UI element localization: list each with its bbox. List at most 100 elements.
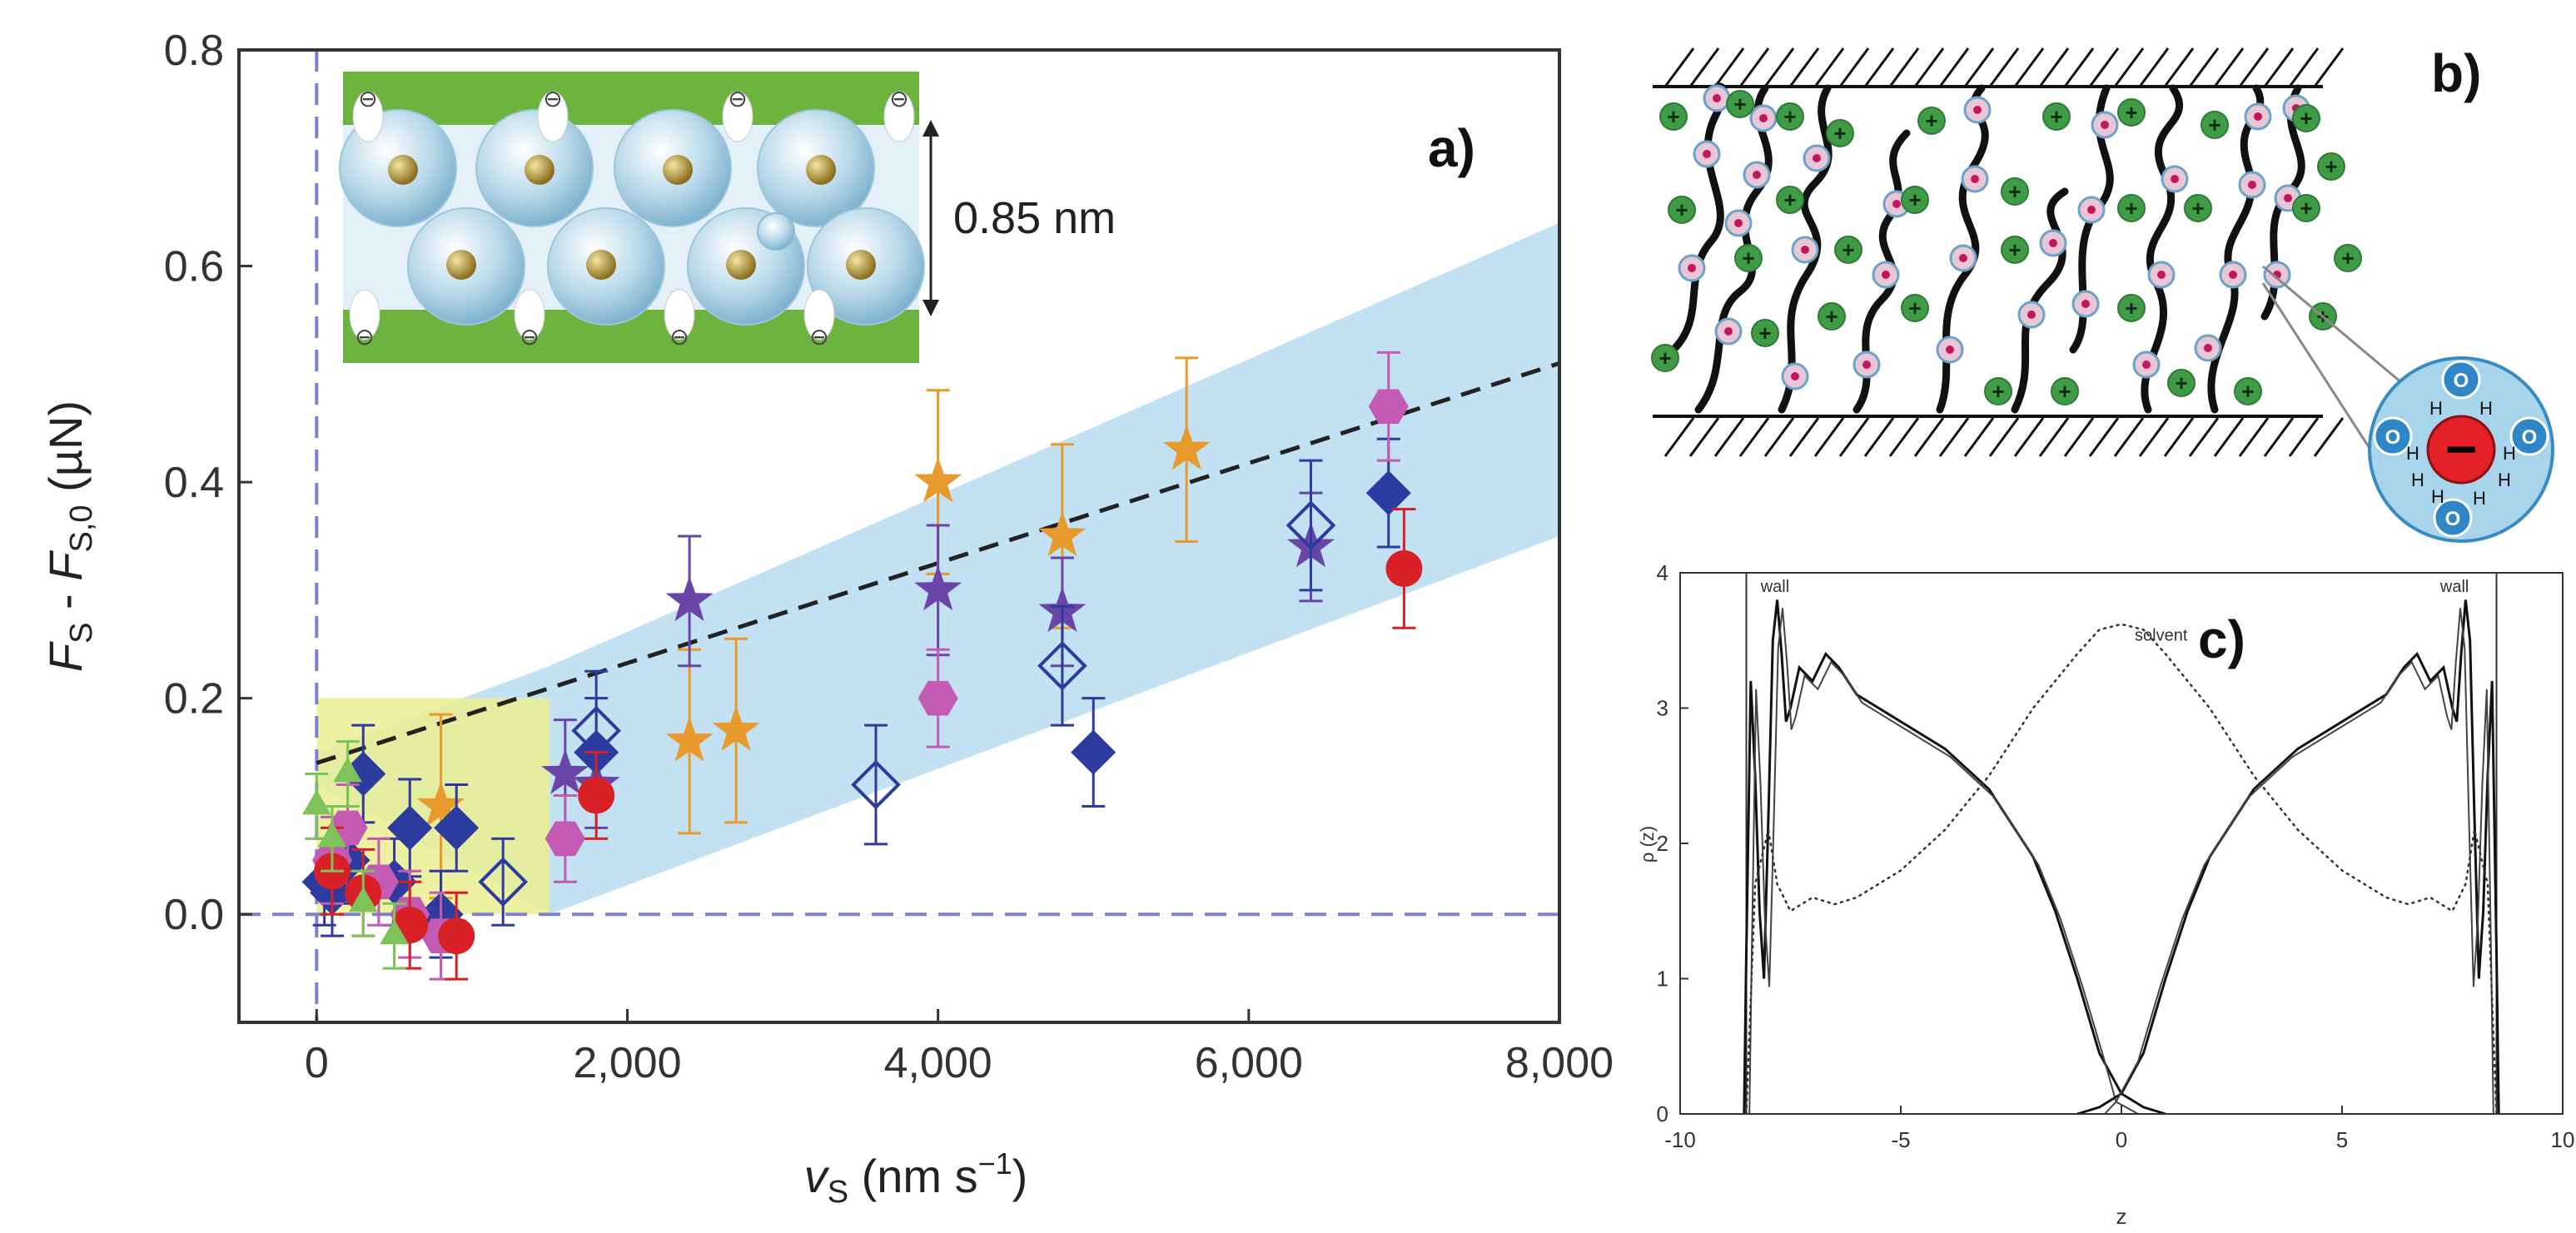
marker-green-triangles-0 — [302, 789, 331, 815]
chain-bead-core-8 — [1801, 246, 1809, 254]
panel-a-label: a) — [1428, 118, 1475, 178]
panel-c-axis-ticks: -10 -5 0 5 10 0 1 2 3 4 — [1657, 560, 2575, 1152]
hatch-bottom — [2263, 417, 2295, 457]
panel-a-x-tick-label-1: 2,000 — [573, 1039, 681, 1087]
panel-b-label: b) — [2431, 43, 2481, 103]
cation-symbol-16: + — [2300, 196, 2312, 221]
marker-navy-open-diamonds-0 — [478, 857, 529, 907]
inset-confinement-diagram: ⊖ ⊖ ⊖ ⊖ ⊖ ⊖ ⊖ ⊖ 0.85 nm — [339, 72, 1116, 363]
cation-symbol-5: + — [2050, 104, 2062, 129]
hatch-top — [1863, 47, 1895, 87]
panel-a-x-tick-label-3: 6,000 — [1195, 1039, 1303, 1087]
inset-cation-core-bottom-3 — [846, 250, 876, 280]
chain-bead-core-22 — [2142, 360, 2151, 369]
chain-bead-core-9 — [1813, 154, 1821, 162]
panel-a-x-tick-label-4: 8,000 — [1505, 1039, 1614, 1087]
panel-a-y-axis-title: FS - FS,0 (µN) — [39, 400, 99, 672]
hatch-bottom — [1738, 417, 1770, 457]
panel-a-y-tick-label-2: 0.4 — [164, 459, 224, 507]
zoom-water-oxygen-3 — [2433, 498, 2473, 538]
inset-top-charge-site-2 — [722, 91, 753, 142]
ylabel-var-2: F — [39, 550, 92, 581]
cation-symbol-20: + — [1825, 304, 1838, 329]
chain-bead-core-27 — [2248, 181, 2256, 189]
zoom-anion-core — [2426, 415, 2496, 485]
panel-c-line-right-ions — [2076, 599, 2500, 1116]
cation-symbol-30: + — [2325, 154, 2337, 179]
zoom-water-hydrogen-6: H — [2431, 486, 2444, 507]
chain-bead-core-19 — [2081, 300, 2090, 308]
hatch-top — [1838, 47, 1870, 87]
panel-c-chart: wall wall solvent -10 -5 0 5 10 0 1 2 3 4 z ρ (z) c… — [1637, 560, 2574, 1229]
chain-bead-core-20 — [2087, 206, 2096, 214]
hatch-bottom — [1788, 417, 1820, 457]
hatch-top — [1913, 47, 1945, 87]
inset-top-anion-symbol-2: ⊖ — [728, 86, 747, 112]
panel-b-zoom-line-top — [2262, 265, 2403, 385]
marker-purple-stars-0 — [541, 748, 589, 794]
hatch-top — [2138, 47, 2170, 87]
chain-bead-core-16 — [1973, 106, 1982, 114]
chain-bead-core-5 — [1753, 171, 1761, 179]
cation-11 — [1834, 236, 1862, 264]
inset-gap-arrowhead-top — [922, 120, 939, 137]
hatch-top — [2013, 47, 2045, 87]
hatch-top — [2163, 47, 2195, 87]
inset-bottom-anion-symbol-3: ⊖ — [809, 324, 828, 350]
panel-c-x-axis-title: z — [2116, 1204, 2127, 1229]
hatch-bottom — [2238, 417, 2270, 457]
ylabel-mid: - — [39, 581, 92, 623]
chain-bead-core-7 — [1791, 372, 1799, 380]
zoom-water-oxygen-label-0: O — [2454, 370, 2469, 392]
marker-orange-stars-5 — [1162, 425, 1211, 470]
chain-bead-core-2 — [1713, 94, 1721, 102]
panel-a-data-points — [301, 351, 1423, 981]
cation-symbol-23: + — [2058, 379, 2071, 404]
panel-a-chart: 0 2,000 4,000 6,000 8,000 0.0 0.2 0.4 0.6 0.8 FS … — [39, 27, 1614, 1210]
zoom-water-hydrogen-3: H — [2411, 470, 2424, 490]
chain-bead-core-21 — [2101, 121, 2109, 129]
marker-navy-open-diamonds-2 — [851, 759, 901, 810]
inset-bottom-charge-site-3 — [803, 289, 835, 341]
hatch-bottom — [1963, 417, 1995, 457]
panel-c-annotation-1: wall — [2439, 578, 2469, 596]
panel-b-wall-hatching — [1663, 47, 2345, 457]
cation-symbol-3: + — [1833, 121, 1846, 146]
cation-19 — [1751, 319, 1779, 347]
cation-25 — [2167, 369, 2196, 397]
cation-symbol-2: + — [1783, 104, 1796, 129]
panel-c-y-tick-label-4: 4 — [1657, 560, 1668, 585]
panel-c-line-solvent — [1745, 623, 2498, 1116]
hatch-top — [1663, 47, 1695, 87]
panel-c-x-tick-label-3: 5 — [2336, 1127, 2348, 1152]
panel-a-axis-ticks: 0 2,000 4,000 6,000 8,000 0.0 0.2 0.4 0.6 0.8 — [164, 27, 1614, 1087]
chain-bead-core-11 — [1882, 271, 1890, 279]
hatch-top — [2088, 47, 2120, 87]
panel-a-y-tick-label-0: 0.0 — [164, 891, 224, 939]
panel-b-polymer-chains — [1669, 82, 2310, 414]
chain-bead-core-13 — [1946, 346, 1954, 354]
zoom-water-hydrogen-0: H — [2429, 398, 2443, 419]
xlabel-sup: −1 — [978, 1146, 1012, 1181]
cation-symbol-0: + — [1667, 104, 1679, 129]
inset-cation-core-top-1 — [525, 155, 554, 185]
cation-21 — [1901, 294, 1929, 322]
hatch-top — [1813, 47, 1845, 87]
zoom-water-oxygen-1 — [2373, 416, 2413, 456]
hatch-bottom — [2188, 417, 2220, 457]
panel-a-frame — [237, 48, 1561, 1024]
chain-bead-core-24 — [2171, 175, 2179, 183]
hatch-bottom — [2163, 417, 2195, 457]
hatch-top — [2263, 47, 2295, 87]
cation-symbol-14: + — [2125, 196, 2137, 221]
ylabel-sub-1: S — [64, 623, 99, 644]
cation-5 — [2042, 102, 2071, 131]
zoom-water-hydrogen-4: H — [2503, 443, 2516, 464]
cation-symbol-17: + — [2341, 246, 2354, 271]
hatch-top — [2188, 47, 2220, 87]
panel-c-line-left-ions-variant — [1748, 608, 2161, 1115]
inset-top-charge-site-1 — [537, 91, 569, 142]
panel-b-zoom-line-bottom — [2261, 282, 2383, 467]
inset-cation-core-bottom-2 — [726, 250, 756, 280]
hatch-bottom — [1913, 417, 1945, 457]
